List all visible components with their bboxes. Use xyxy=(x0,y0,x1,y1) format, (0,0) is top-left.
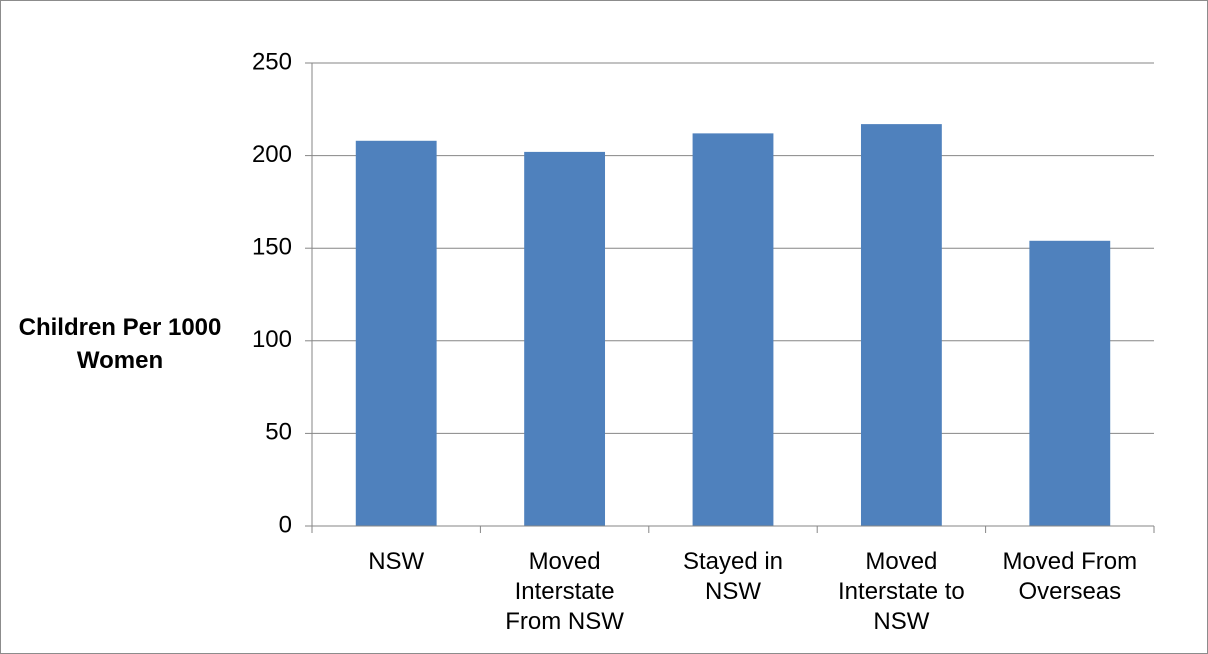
bar xyxy=(524,151,606,526)
y-axis-label: Children Per 1000 Women xyxy=(18,314,222,374)
bar xyxy=(355,140,437,526)
y-tick-label: 50 xyxy=(265,419,292,446)
y-tick-label: 200 xyxy=(252,141,292,168)
bar xyxy=(860,124,942,526)
y-tick-label: 100 xyxy=(252,326,292,353)
x-tick-label: Moved Interstate to NSW xyxy=(838,548,965,635)
y-tick-label: 250 xyxy=(252,48,292,75)
y-tick-label: 150 xyxy=(252,234,292,261)
x-tick-label: Moved Interstate From NSW xyxy=(505,548,624,635)
y-tick-label: 0 xyxy=(279,511,292,538)
bar xyxy=(1029,240,1111,527)
x-tick-label: NSW xyxy=(368,548,425,575)
x-tick-label: Stayed in NSW xyxy=(682,548,784,605)
x-tick-label: Moved From Overseas xyxy=(1002,548,1138,605)
bar xyxy=(692,133,774,526)
